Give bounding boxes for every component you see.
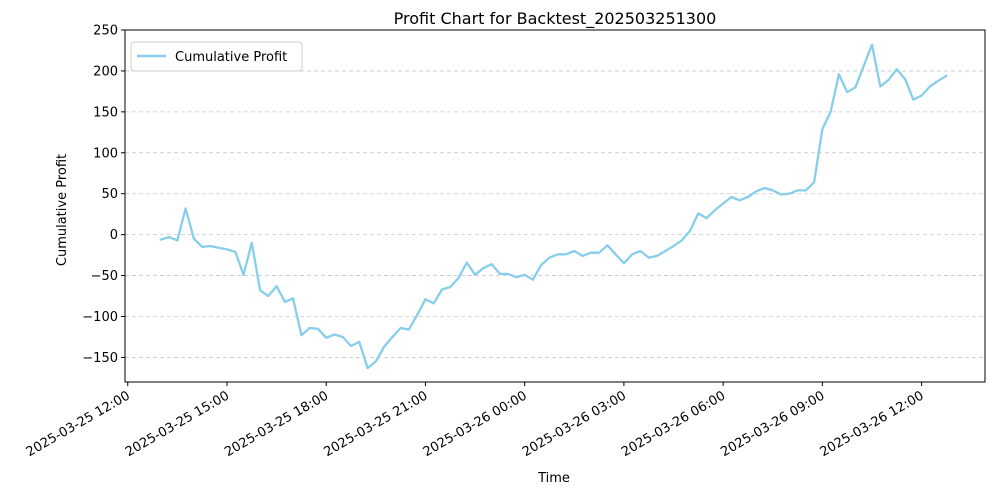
series-layer — [159, 43, 948, 370]
plot-area-frame — [124, 29, 986, 383]
y-tick-label: 250 — [93, 24, 118, 39]
y-tick-label: −50 — [91, 269, 118, 284]
y-tick-label: 200 — [93, 64, 118, 79]
legend: Cumulative Profit — [130, 41, 303, 72]
series-line-cumulative-profit — [159, 43, 948, 370]
legend-box — [130, 41, 303, 72]
y-tick-label: 150 — [93, 105, 118, 120]
y-tick-label: 0 — [110, 228, 118, 243]
y-axis-label: Cumulative Profit — [55, 154, 70, 266]
legend-label: Cumulative Profit — [175, 50, 287, 65]
y-axis: −150 −100 −50 0 50 100 150 200 250 — [82, 24, 125, 366]
y-tick-label: −150 — [82, 351, 118, 366]
x-axis-label: Time — [537, 471, 570, 486]
y-tick-label: 50 — [101, 187, 118, 202]
y-tick-label: 100 — [93, 146, 118, 161]
chart-title: Profit Chart for Backtest_202503251300 — [394, 9, 717, 29]
y-tick-label: −100 — [82, 310, 118, 325]
